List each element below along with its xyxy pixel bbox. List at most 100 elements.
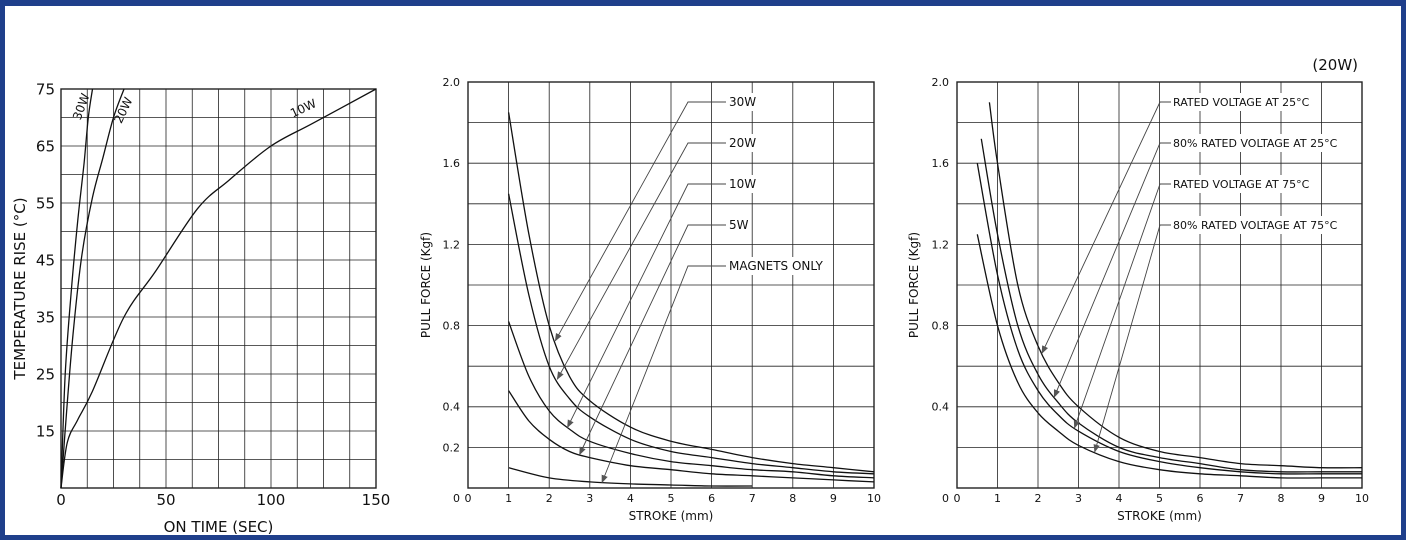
x-tick-label: 6 (708, 492, 715, 505)
leader-arrow (1053, 142, 1171, 398)
series-label: RATED VOLTAGE AT 75°C (1173, 178, 1310, 191)
leader-arrow (554, 101, 726, 342)
series-line (508, 467, 753, 487)
x-tick-label: 4 (1116, 492, 1123, 505)
series-label-bg (727, 93, 754, 111)
x-tick-label: 10 (1355, 492, 1369, 505)
y-tick-label: 65 (36, 137, 55, 155)
series-label-bg (1172, 175, 1321, 193)
x-tick-label: 50 (156, 491, 175, 509)
x-tick-label: 150 (362, 491, 391, 509)
y-axis-label: PULL FORCE (Kgf) (907, 232, 921, 338)
plot-area-border (467, 81, 875, 489)
y-tick-label: 25 (36, 365, 55, 383)
leader-arrow (1073, 183, 1171, 429)
x-tick-label: 8 (789, 492, 796, 505)
y-tick-label: 0.2 (443, 441, 461, 454)
x-tick-label: 2 (1035, 492, 1042, 505)
series-label: 80% RATED VOLTAGE AT 25°C (1173, 137, 1338, 150)
x-tick-label: 4 (627, 492, 634, 505)
series-label: 10W (288, 96, 319, 120)
plot-area-border (956, 81, 1363, 489)
series-label: MAGNETS ONLY (729, 259, 823, 273)
leader-arrow (567, 183, 726, 429)
y-tick-label: 1.6 (443, 157, 461, 170)
leader-arrow (601, 265, 726, 484)
x-tick-label: 9 (830, 492, 837, 505)
y-tick-label: 2.0 (443, 76, 461, 89)
y-tick-label: 75 (36, 80, 55, 98)
frame-top-bar (0, 0, 1406, 6)
series-label: 10W (729, 177, 756, 191)
y-tick-label: 0.4 (443, 401, 461, 414)
y-tick-label: 1.2 (932, 238, 950, 251)
chart-1: 0 50 100 150 15 25 35 45 55 65 75 ON TIME (SEC) TEMP… (11, 80, 390, 536)
plot-area-border (60, 88, 377, 489)
y-tick-label: 2.0 (932, 76, 950, 89)
y-tick-label: 0.8 (932, 319, 950, 332)
x-tick-label: 0 (465, 492, 472, 505)
series-label-bg (727, 134, 754, 152)
origin-label: 0 (942, 492, 949, 505)
y-axis-label: TEMPERATURE RISE (°C) (11, 197, 29, 380)
x-tick-label: 1 (505, 492, 512, 505)
leader-arrow (1041, 101, 1171, 354)
series-line (60, 88, 125, 489)
series-label: 5W (729, 218, 749, 232)
x-tick-label: 7 (749, 492, 756, 505)
series-line (976, 234, 1362, 479)
y-tick-label: 0.8 (443, 319, 461, 332)
y-tick-label: 1.6 (932, 157, 950, 170)
y-tick-label: 45 (36, 251, 55, 269)
x-tick-label: 8 (1278, 492, 1285, 505)
x-tick-label: 3 (586, 492, 593, 505)
series-label: 80% RATED VOLTAGE AT 75°C (1173, 219, 1338, 232)
series-label-bg (1172, 93, 1321, 111)
x-axis-label: ON TIME (SEC) (164, 518, 274, 536)
x-tick-label: 1 (994, 492, 1001, 505)
y-tick-label: 55 (36, 194, 55, 212)
x-tick-label: 2 (546, 492, 553, 505)
x-tick-label: 7 (1237, 492, 1244, 505)
leader-arrow (579, 224, 726, 456)
leader-arrow (556, 142, 726, 380)
series-line (60, 88, 377, 489)
chart-3: 0 1 2 3 4 5 6 7 8 9 10 0.4 0.8 1.2 1.6 2.0 0 STROKE (mm) P… (907, 76, 1369, 523)
series-label: 30W (729, 95, 756, 109)
y-tick-label: 15 (36, 422, 55, 440)
origin-label: 0 (453, 492, 460, 505)
series-line (507, 112, 875, 473)
y-tick-label: 35 (36, 308, 55, 326)
series-label-bg (1172, 216, 1349, 234)
y-tick-label: 1.2 (443, 238, 461, 251)
x-tick-label: 6 (1197, 492, 1204, 505)
series-line (507, 193, 875, 475)
series-label: 20W (111, 95, 135, 126)
leader-arrow (1093, 224, 1171, 453)
series-line (60, 88, 94, 489)
series-line (988, 102, 1363, 469)
series-label: RATED VOLTAGE AT 25°C (1173, 96, 1310, 109)
chart-2: 0 1 2 3 4 5 6 7 8 9 10 0.2 0.4 0.8 1.2 1.6 2.0 0 STROKE (m… (419, 76, 881, 523)
y-axis-label: PULL FORCE (Kgf) (419, 232, 433, 338)
x-tick-label: 5 (668, 492, 675, 505)
series-label-bg (727, 216, 747, 234)
series-label-bg (727, 257, 823, 275)
series-line (508, 390, 875, 483)
x-tick-label: 0 (56, 491, 66, 509)
y-tick-label: 0.4 (932, 401, 950, 414)
x-tick-label: 10 (867, 492, 881, 505)
series-line (976, 163, 1362, 475)
x-axis-label: STROKE (mm) (629, 509, 714, 523)
series-label: 20W (729, 136, 756, 150)
series-label-bg (1172, 134, 1349, 152)
x-tick-label: 100 (257, 491, 286, 509)
x-tick-label: 9 (1318, 492, 1325, 505)
x-tick-label: 0 (954, 492, 961, 505)
series-line (507, 321, 875, 479)
x-tick-label: 5 (1156, 492, 1163, 505)
x-axis-label: STROKE (mm) (1117, 509, 1202, 523)
corner-note: (20W) (1312, 56, 1358, 74)
